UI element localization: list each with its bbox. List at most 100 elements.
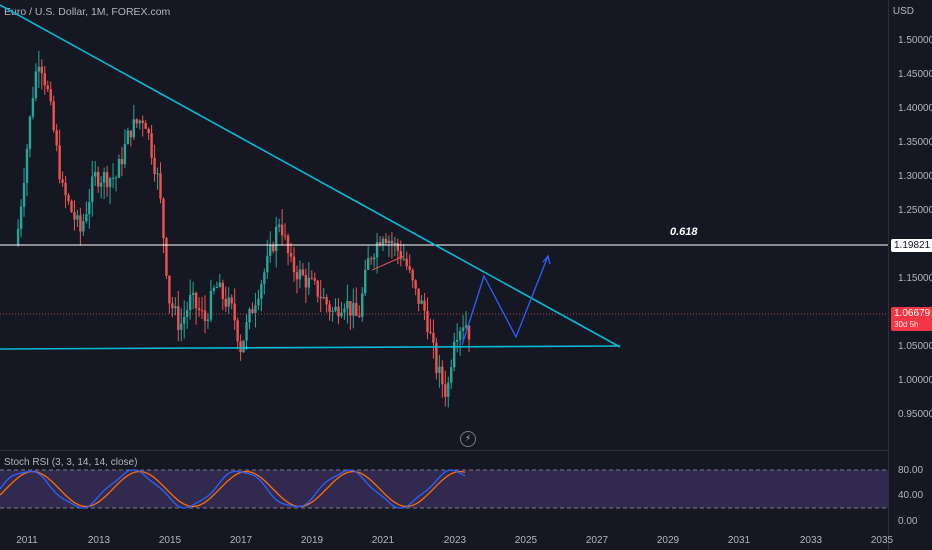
candle-down — [396, 243, 400, 252]
candle-up — [102, 172, 106, 183]
candle-down — [313, 278, 316, 281]
candle-down — [390, 240, 394, 244]
symbol-title: Euro / U.S. Dollar, 1M, FOREX.com — [4, 6, 171, 18]
candle-up — [248, 309, 251, 323]
candle-up — [450, 367, 453, 383]
candle-down — [141, 120, 144, 124]
descending-trendline — [0, 4, 621, 348]
candle-up — [340, 312, 343, 317]
candle-up — [334, 306, 337, 311]
candle-up — [212, 287, 216, 291]
candle-down — [355, 302, 358, 316]
candle-up — [227, 297, 230, 307]
candle-up — [215, 287, 219, 289]
candle-down — [129, 130, 133, 138]
candle-up — [123, 143, 127, 165]
candle-down — [49, 89, 52, 102]
candle-down — [467, 325, 471, 340]
candle-up — [438, 366, 441, 373]
candle-down — [292, 256, 296, 273]
candle-up — [188, 295, 192, 311]
candle-down — [64, 182, 67, 196]
candle-up — [464, 325, 468, 328]
currency-label: USD — [892, 6, 914, 17]
candle-up — [375, 242, 379, 258]
bar-countdown: 30d 5h — [894, 320, 919, 329]
candle-down — [349, 301, 352, 316]
candle-up — [387, 240, 391, 244]
candle-down — [171, 303, 174, 309]
candle-down — [295, 272, 299, 280]
projection-path — [461, 255, 549, 346]
candle-up — [22, 182, 26, 207]
x-tick-label: 2019 — [300, 535, 324, 546]
y-tick-label: 1.50000 — [898, 35, 932, 46]
candle-up — [117, 158, 121, 178]
candle-down — [289, 253, 293, 257]
candle-up — [420, 300, 423, 304]
candle-up — [99, 182, 103, 187]
candle-down — [369, 258, 373, 260]
x-tick-label: 2027 — [585, 535, 609, 546]
candle-up — [28, 116, 32, 149]
candle-down — [435, 342, 438, 373]
candle-up — [277, 224, 281, 227]
fib-level-price-badge: 1.19821 — [891, 239, 932, 252]
candle-down — [58, 145, 61, 180]
candle-up — [76, 215, 79, 220]
x-tick-label: 2015 — [158, 535, 182, 546]
price-scale-divider — [888, 0, 889, 550]
candle-up — [186, 310, 189, 317]
candle-down — [177, 306, 180, 330]
candle-up — [174, 306, 177, 309]
candle-up — [343, 308, 346, 313]
candle-down — [405, 258, 408, 267]
candle-up — [37, 66, 41, 72]
candle-down — [144, 123, 147, 129]
pane-divider[interactable] — [0, 450, 888, 451]
y-tick-label: 1.40000 — [898, 103, 932, 114]
x-tick-label: 2023 — [443, 535, 467, 546]
candle-down — [168, 275, 171, 304]
candle-up — [381, 238, 385, 246]
candle-up — [346, 301, 349, 309]
lightning-icon[interactable]: ⚡ — [460, 431, 476, 447]
candle-down — [399, 251, 402, 260]
candle-up — [269, 244, 272, 256]
candle-up — [361, 293, 364, 317]
candle-down — [316, 280, 319, 297]
candle-down — [280, 224, 284, 236]
candle-down — [159, 173, 162, 199]
x-tick-label: 2031 — [727, 535, 751, 546]
candle-down — [46, 85, 49, 90]
candle-down — [432, 333, 435, 343]
candle-down — [153, 157, 156, 174]
candle-up — [16, 228, 20, 245]
candle-up — [191, 292, 195, 296]
candle-down — [310, 277, 313, 279]
candle-up — [88, 202, 91, 215]
candle-down — [221, 282, 224, 299]
candle-down — [337, 306, 340, 317]
candle-up — [307, 277, 311, 288]
candle-down — [147, 128, 150, 134]
rsi-tick-label: 0.00 — [898, 516, 918, 527]
candle-down — [325, 297, 328, 305]
indicator-title[interactable]: Stoch RSI (3, 3, 14, 14, close) — [4, 457, 138, 468]
candle-up — [108, 178, 112, 188]
y-tick-label: 0.95000 — [898, 409, 932, 420]
candle-down — [239, 341, 242, 353]
candle-up — [242, 340, 245, 353]
candle-down — [67, 195, 70, 202]
candle-up — [447, 382, 450, 397]
candle-down — [283, 235, 287, 237]
candle-up — [138, 120, 141, 124]
candle-up — [322, 297, 325, 299]
candle-up — [372, 257, 376, 260]
stoch-rsi-k-line — [0, 469, 466, 509]
candle-down — [165, 238, 168, 276]
rsi-band — [0, 470, 888, 508]
candle-up — [275, 226, 278, 252]
candle-down — [251, 309, 254, 313]
